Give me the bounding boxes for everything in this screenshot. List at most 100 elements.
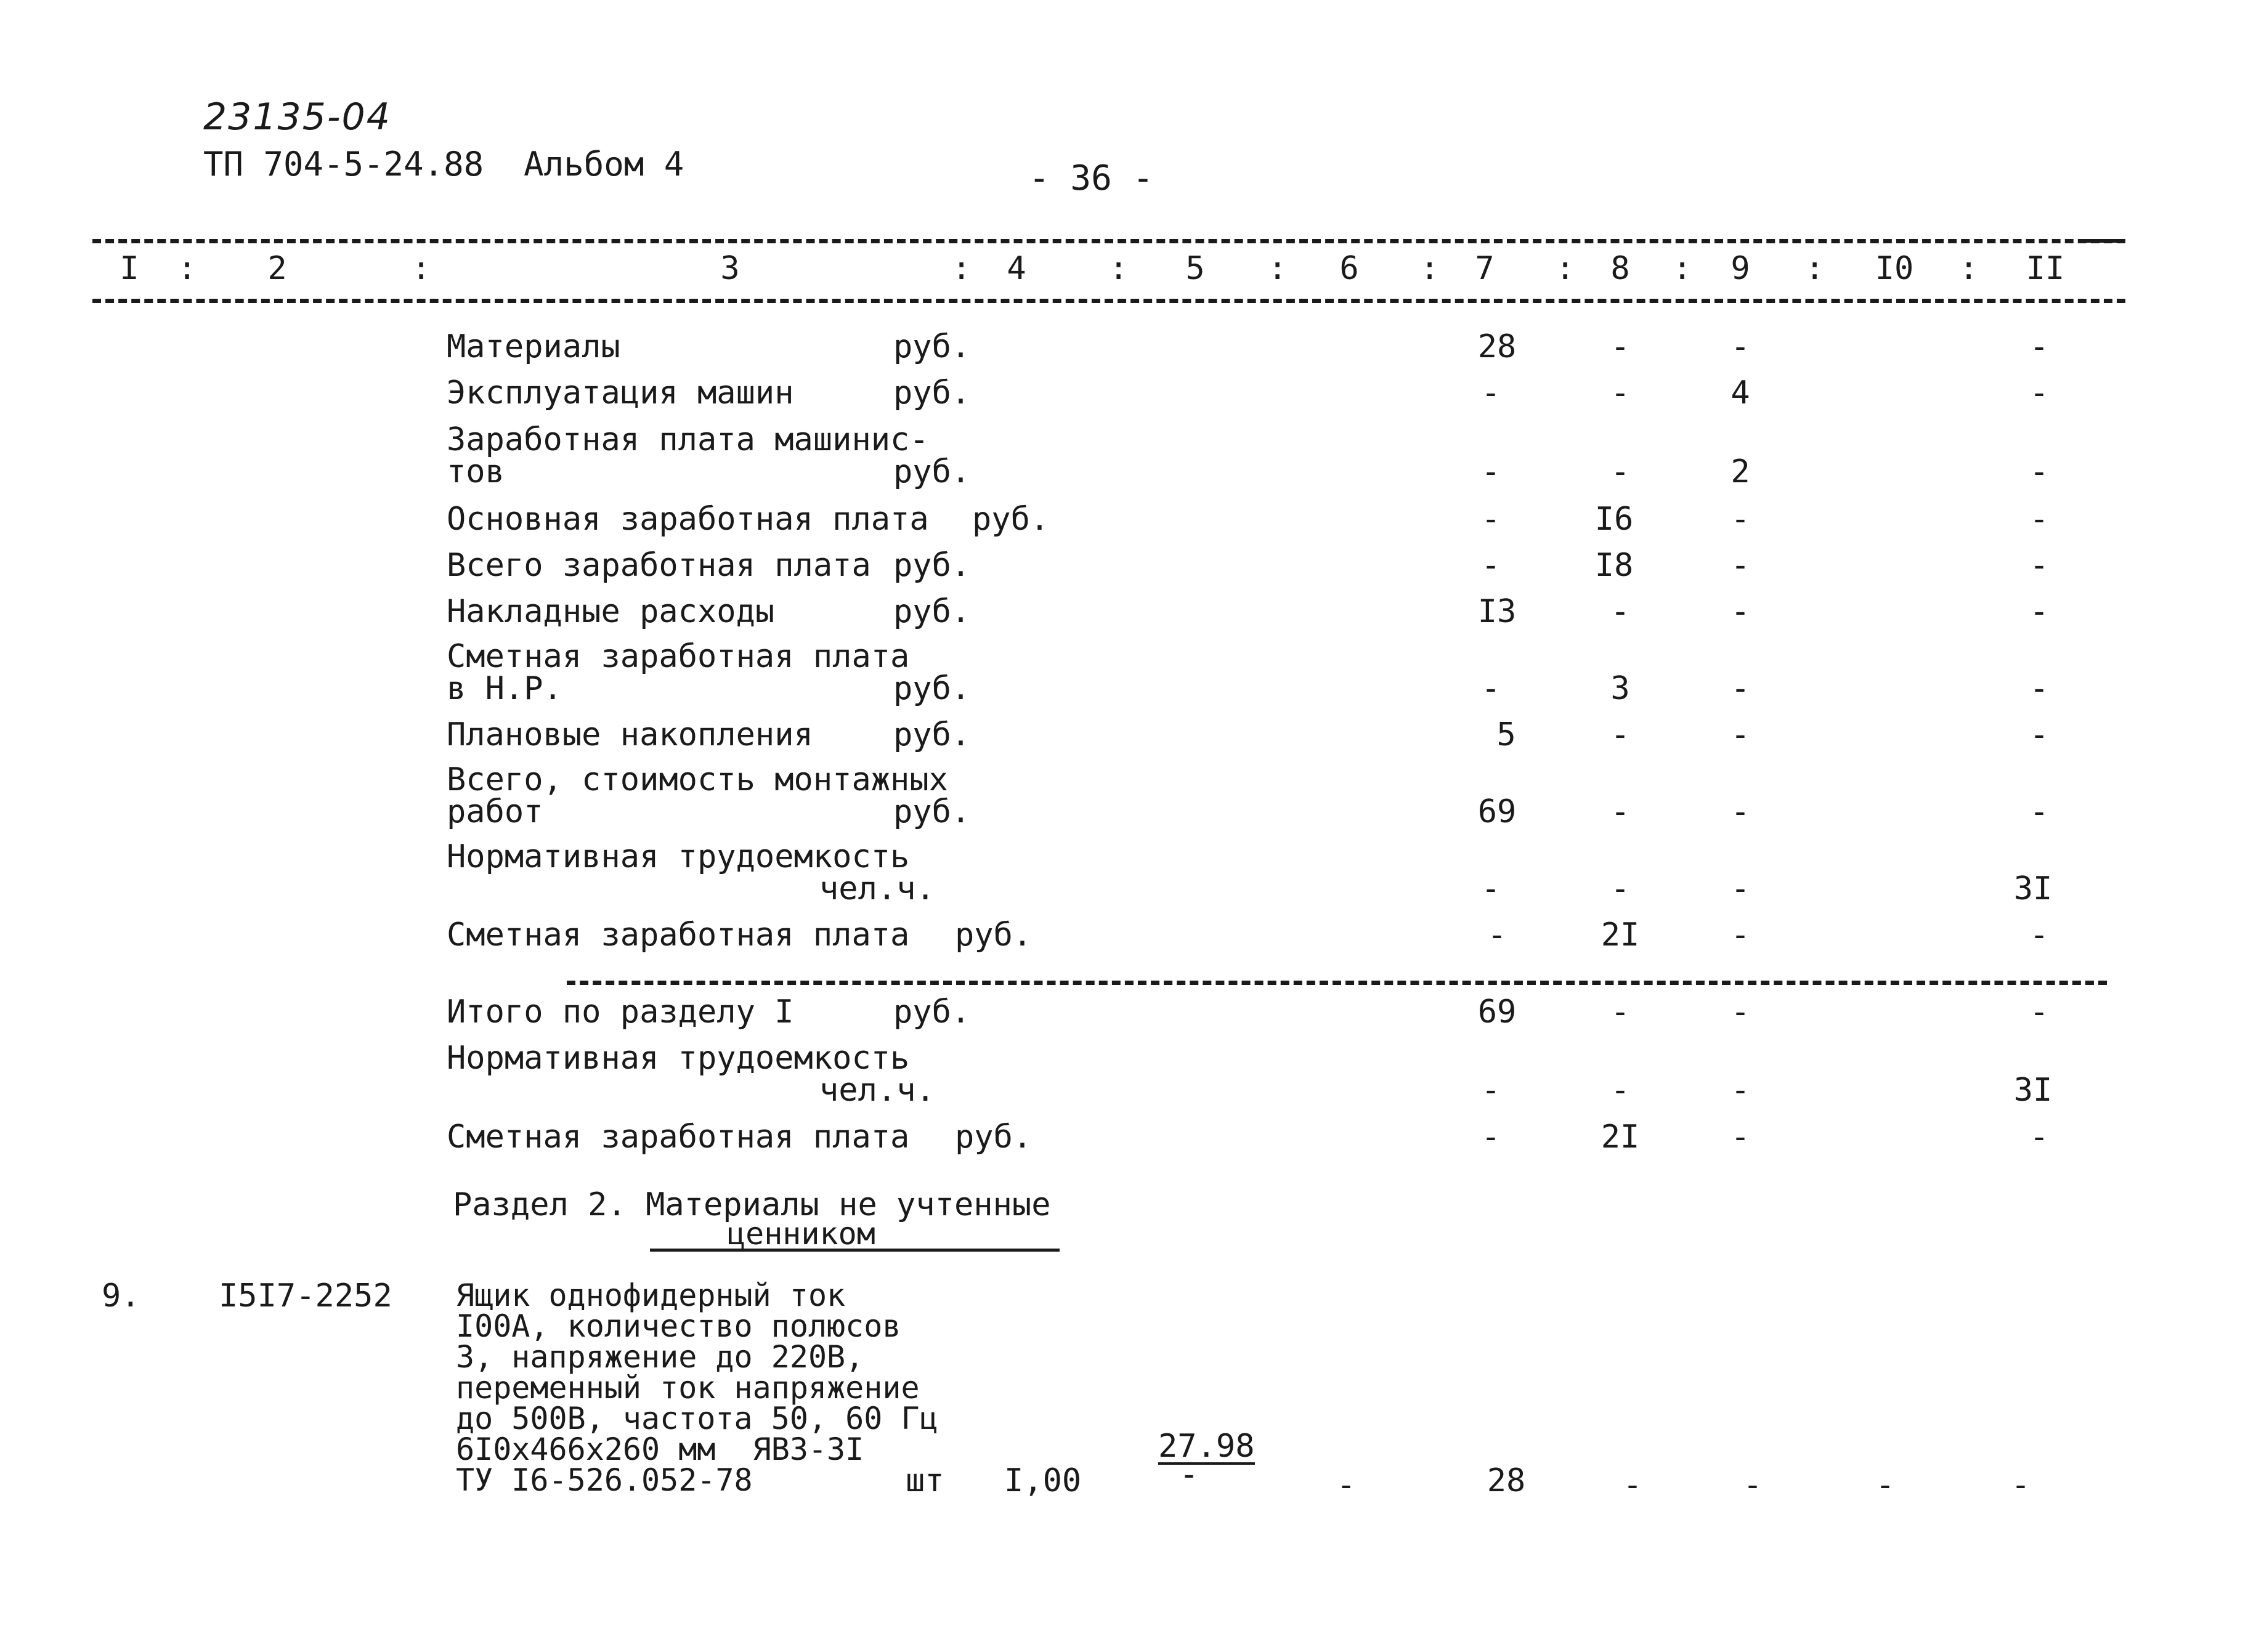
section2-title-line2: ценником	[727, 1216, 875, 1252]
cell-col8: 2I	[1601, 1119, 1640, 1156]
cell-col11: -	[2029, 453, 2049, 490]
cell-col9: -	[1730, 593, 1750, 630]
doc-reference: ТП 704-5-24.88 Альбом 4	[203, 145, 684, 184]
cell-col8: I6	[1594, 501, 1634, 538]
cell-col11: 3I	[2013, 1072, 2053, 1109]
row-unit: руб.	[893, 593, 971, 630]
section-total-rule	[567, 981, 2107, 985]
row-unit: руб.	[955, 917, 1033, 954]
cell-col11: -	[2029, 593, 2049, 630]
cell-col11: -	[2029, 793, 2049, 830]
cell-col7: -	[1487, 917, 1507, 954]
item-price-bottom: -	[1179, 1456, 1199, 1493]
cell-col8: I8	[1594, 547, 1634, 584]
row-label: Плановые накопления	[447, 716, 813, 753]
cell-col9: -	[1730, 716, 1750, 753]
cell-col10: -	[1875, 1467, 1895, 1504]
col-sep: :	[1268, 250, 1288, 287]
cell-col7: -	[1481, 501, 1501, 538]
row-unit: руб.	[893, 328, 971, 365]
col-header-7: 7	[1475, 250, 1495, 287]
cell-col8: -	[1610, 870, 1630, 907]
row-unit: руб.	[893, 453, 971, 490]
total-label: Сметная заработная плата	[447, 1119, 910, 1156]
cell-col7: -	[1481, 453, 1501, 490]
cell-col9: -	[1730, 328, 1750, 365]
cell-col9: -	[1730, 994, 1750, 1030]
row-label: Эксплуатация машин	[447, 375, 794, 411]
cell-col8: -	[1610, 1072, 1630, 1109]
col-sep: :	[412, 250, 431, 287]
item-code: I5I7-2252	[219, 1277, 392, 1314]
cell-col7: I3	[1477, 593, 1517, 630]
cell-col11: -	[2029, 375, 2049, 411]
total-unit: руб.	[893, 994, 971, 1030]
cell-col11: 3I	[2013, 870, 2053, 907]
cell-col7: -	[1481, 870, 1501, 907]
col-sep: :	[952, 250, 972, 287]
col-header-2: 2	[267, 250, 287, 287]
handwritten-code: 23135-04	[203, 95, 391, 139]
row-label: Сметная заработная плата	[447, 638, 910, 675]
header-top-rule	[92, 239, 2125, 243]
cell-col9: -	[1730, 870, 1750, 907]
item-number: 9.	[102, 1277, 140, 1314]
cell-col7: -	[1481, 1119, 1501, 1156]
cell-col8: -	[1610, 793, 1630, 830]
cell-col9: -	[1730, 1072, 1750, 1109]
col-sep: :	[1109, 250, 1129, 287]
total-unit: руб.	[955, 1119, 1033, 1156]
cell-col11: -	[2029, 501, 2049, 538]
item-desc-line: Ящик однофидерный ток	[456, 1277, 846, 1313]
col-header-1: I	[120, 250, 139, 287]
total-unit: чел.ч.	[819, 1072, 935, 1109]
cell-col11: -	[2029, 917, 2049, 954]
cell-col7: 69	[1477, 793, 1517, 830]
item-desc-line: переменный ток напряжение	[456, 1370, 920, 1406]
item-unit: шт	[906, 1462, 944, 1499]
cell-col11: -	[2029, 547, 2049, 584]
cell-col9: -	[1730, 917, 1750, 954]
col-sep: :	[177, 250, 197, 287]
row-label: Основная заработная плата	[447, 501, 929, 538]
cell-col8: -	[1610, 328, 1630, 365]
item-desc-line: до 500В, частота 50, 60 Гц	[456, 1401, 938, 1436]
item-price-top: 27.98	[1158, 1428, 1255, 1465]
col-header-10: I0	[1875, 250, 1914, 287]
col-header-3: 3	[720, 250, 740, 287]
row-label: Всего, стоимость монтажных	[447, 761, 948, 798]
cell-col11: -	[2029, 994, 2049, 1030]
row-unit: руб.	[893, 670, 971, 707]
cell-col9: -	[1730, 547, 1750, 584]
col-header-8: 8	[1610, 250, 1630, 287]
row-label: Материалы	[447, 328, 620, 365]
item-desc-line: 3, напряжение до 220В,	[456, 1339, 864, 1375]
cell-col9: -	[1730, 670, 1750, 707]
cell-col8: -	[1610, 375, 1630, 411]
row-label: Заработная плата машинис-	[447, 421, 929, 458]
item-desc-line: I00А, количество полюсов	[456, 1308, 901, 1344]
row-unit: руб.	[972, 501, 1050, 538]
item-desc-line: 6I0x466x260 мм ЯВЗ-3I	[456, 1431, 864, 1467]
cell-col7: -	[1481, 1072, 1501, 1109]
cell-col8: -	[1610, 994, 1630, 1030]
cell-col7: 28	[1477, 328, 1517, 365]
row-unit: чел.ч.	[819, 870, 935, 907]
col-header-4: 4	[1007, 250, 1026, 287]
col-header-6: 6	[1339, 250, 1359, 287]
col-header-9: 9	[1730, 250, 1750, 287]
row-label: Сметная заработная плата	[447, 917, 910, 954]
total-label: Нормативная трудоемкость	[447, 1040, 910, 1077]
total-label: Итого по разделу I	[447, 994, 794, 1030]
cell-col7: 28	[1487, 1462, 1526, 1499]
cell-col7: -	[1481, 670, 1501, 707]
cell-col8: -	[1623, 1467, 1642, 1504]
section2-title: Раздел 2. Материалы не учтенные	[453, 1186, 1051, 1223]
cell-col7: 69	[1477, 994, 1517, 1030]
row-label: Всего заработная плата	[447, 547, 871, 584]
row-label-line2: работ	[447, 793, 543, 830]
cell-col11: -	[2011, 1467, 2031, 1504]
cell-col8: -	[1610, 593, 1630, 630]
row-unit: руб.	[893, 793, 971, 830]
col-header-5: 5	[1185, 250, 1205, 287]
